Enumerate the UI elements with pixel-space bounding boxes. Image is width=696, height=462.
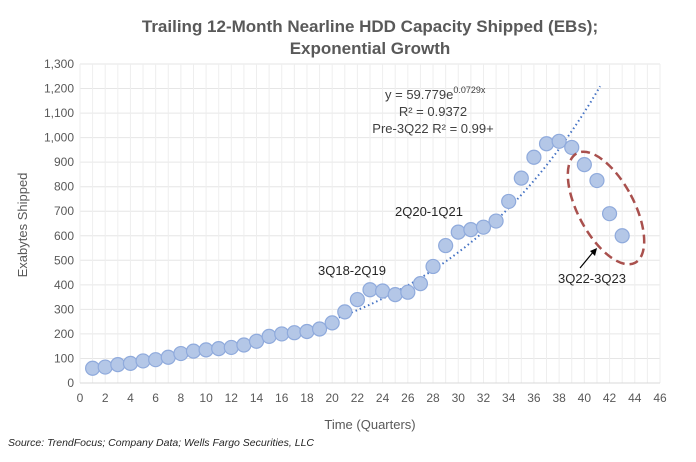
x-tick-label: 16 [275,391,289,405]
x-tick-label: 22 [351,391,365,405]
data-point [438,237,454,254]
chart-title-line2: Exponential Growth [290,39,451,58]
x-tick-label: 20 [325,391,339,405]
y-tick-label: 100 [54,351,74,365]
x-tick-label: 26 [401,391,415,405]
data-point [248,333,265,349]
x-tick-label: 6 [152,391,159,405]
data-point [122,355,139,371]
annotation-3q22-3q23: 3Q22-3Q23 [558,271,626,286]
y-tick-label: 700 [54,204,74,218]
data-point [135,353,151,369]
data-point [337,304,353,320]
equation-base: y = 59.779e [385,87,453,102]
annotation-arrow [579,250,595,269]
x-tick-label: 46 [653,391,667,405]
x-tick-label: 34 [502,391,516,405]
x-tick-label: 40 [578,391,592,405]
x-tick-label: 4 [127,391,134,405]
y-tick-label: 800 [54,180,74,194]
y-tick-label: 500 [54,253,74,267]
chart-title-line1: Trailing 12-Month Nearline HDD Capacity … [142,17,598,36]
data-point [450,224,466,240]
data-point [513,170,529,186]
data-point [85,360,101,376]
x-tick-label: 8 [178,391,185,405]
data-point [475,219,492,235]
data-point [211,341,227,357]
data-point [614,228,630,244]
y-tick-label: 400 [54,278,74,292]
data-point [185,343,202,359]
x-tick-label: 14 [250,391,264,405]
data-point [349,291,365,308]
annotation-2q20-1q21: 2Q20-1Q21 [395,204,463,219]
y-tick-label: 900 [54,155,74,169]
x-tick-label: 38 [552,391,566,405]
x-tick-label: 24 [376,391,390,405]
x-tick-label: 30 [452,391,466,405]
y-tick-label: 1,300 [44,57,74,71]
equation-exponent: 0.0729x [453,85,486,95]
data-point [601,206,618,222]
x-tick-label: 2 [102,391,109,405]
data-point [362,282,378,298]
y-axis-label: Exabytes Shipped [15,173,30,278]
data-point [286,325,302,341]
source-note: Source: TrendFocus; Company Data; Wells … [8,437,314,449]
data-point [387,287,403,303]
data-point [576,157,592,173]
y-tick-label: 1,000 [44,131,74,145]
x-tick-label: 0 [77,391,84,405]
data-point [173,345,189,362]
data-point [538,136,555,152]
data-point [311,321,328,337]
y-tick-label: 1,100 [44,106,74,120]
arrow-head [590,248,597,256]
data-point [589,172,605,189]
x-axis-label: Time (Quarters) [324,417,415,432]
data-point [488,213,504,229]
data-point [551,133,567,149]
r-squared: R² = 0.9372 [399,104,467,119]
data-point [160,349,176,365]
data-point [299,323,315,340]
x-tick-label: 44 [628,391,642,405]
data-point [236,337,252,353]
x-tick-label: 10 [199,391,213,405]
x-tick-label: 32 [477,391,491,405]
x-tick-label: 42 [603,391,617,405]
data-point [425,258,441,275]
x-tick-label: 36 [527,391,541,405]
trend-equation: y = 59.779e0.0729x [385,85,486,102]
x-tick-label: 18 [300,391,314,405]
x-tick-label: 28 [426,391,440,405]
data-point [375,283,391,299]
y-tick-label: 200 [54,327,74,341]
data-point [564,139,580,156]
x-tick-label: 12 [225,391,239,405]
highlight-ellipse [566,150,646,266]
data-point [412,276,429,292]
data-point [97,359,113,375]
data-point [261,328,277,344]
data-point [463,222,479,238]
pre-3q22-r-squared: Pre-3Q22 R² = 0.99+ [372,121,493,136]
data-point [148,352,164,368]
annotation-3q18-2q19: 3Q18-2Q19 [318,263,386,278]
data-point [223,339,239,356]
y-tick-label: 600 [54,229,74,243]
data-point [501,193,517,210]
data-point [400,284,416,300]
y-tick-label: 300 [54,302,74,316]
data-point [110,356,126,373]
data-point [324,315,340,331]
data-point [274,326,290,342]
y-tick-label: 1,200 [44,82,74,96]
data-point [198,342,214,358]
y-tick-label: 0 [67,376,74,390]
data-point [526,149,542,165]
